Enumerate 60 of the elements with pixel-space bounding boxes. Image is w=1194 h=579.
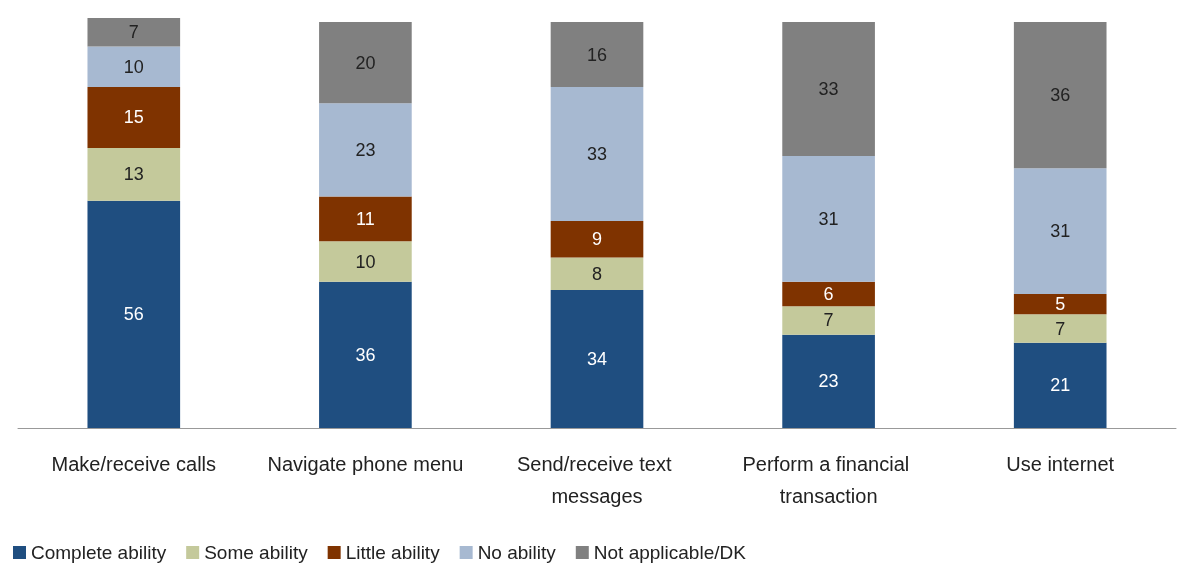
data-label: 11 xyxy=(356,208,375,229)
data-label: 16 xyxy=(586,44,608,65)
data-label: 31 xyxy=(1050,221,1071,242)
data-label: 21 xyxy=(1050,375,1071,396)
legend-label: Some ability xyxy=(204,542,309,563)
x-tick-label: Use internet xyxy=(1006,453,1115,475)
bar xyxy=(1013,168,1107,295)
data-label: 23 xyxy=(818,371,839,392)
bar xyxy=(87,147,181,201)
data-label: 31 xyxy=(818,208,839,229)
data-label: 34 xyxy=(586,348,608,369)
bar xyxy=(87,87,181,148)
x-tick-label: Navigate phone menu xyxy=(267,453,464,475)
data-label: 56 xyxy=(123,304,144,325)
data-label: 7 xyxy=(1055,318,1066,339)
data-label: 7 xyxy=(823,310,834,331)
bar xyxy=(87,18,181,47)
x-tick-label: Make/receive calls xyxy=(51,453,217,475)
bar xyxy=(1013,342,1107,428)
data-label: 33 xyxy=(586,143,608,164)
legend-label: No ability xyxy=(477,542,557,563)
bar xyxy=(782,334,875,428)
bar xyxy=(87,46,181,88)
legend-label: Little ability xyxy=(345,542,441,563)
legend-label: Not applicable/DK xyxy=(593,542,747,563)
data-label: 33 xyxy=(818,79,839,100)
bar xyxy=(550,220,644,258)
bar xyxy=(782,306,875,335)
data-label: 23 xyxy=(355,139,376,160)
data-label: 20 xyxy=(355,52,376,73)
bar xyxy=(319,196,412,242)
bar xyxy=(319,281,412,428)
data-label: 10 xyxy=(355,251,376,272)
data-label: 36 xyxy=(1050,85,1071,106)
bar xyxy=(1013,294,1107,315)
data-label: 8 xyxy=(591,263,603,284)
data-label: 5 xyxy=(1055,294,1066,315)
bar xyxy=(87,200,181,428)
data-label: 9 xyxy=(591,229,603,250)
legend-label: Complete ability xyxy=(31,542,167,563)
data-label: 10 xyxy=(123,56,144,77)
bar xyxy=(319,22,412,104)
x-tick-label: Send/receive text messages xyxy=(516,453,678,507)
bar xyxy=(550,257,644,290)
bar xyxy=(550,87,644,221)
bar xyxy=(1013,314,1107,343)
data-label: 6 xyxy=(823,284,834,305)
data-label: 36 xyxy=(355,344,376,365)
bar xyxy=(550,22,644,88)
data-label: 15 xyxy=(123,107,144,128)
data-label: 13 xyxy=(123,164,144,185)
bar xyxy=(319,241,412,282)
bar xyxy=(1013,22,1107,169)
bar xyxy=(550,289,644,428)
x-tick-label: Perform a financial transaction xyxy=(742,453,915,507)
bar xyxy=(782,281,875,307)
bar xyxy=(782,156,875,282)
data-label: 7 xyxy=(128,22,139,43)
bar xyxy=(319,103,412,197)
bar xyxy=(782,22,875,157)
